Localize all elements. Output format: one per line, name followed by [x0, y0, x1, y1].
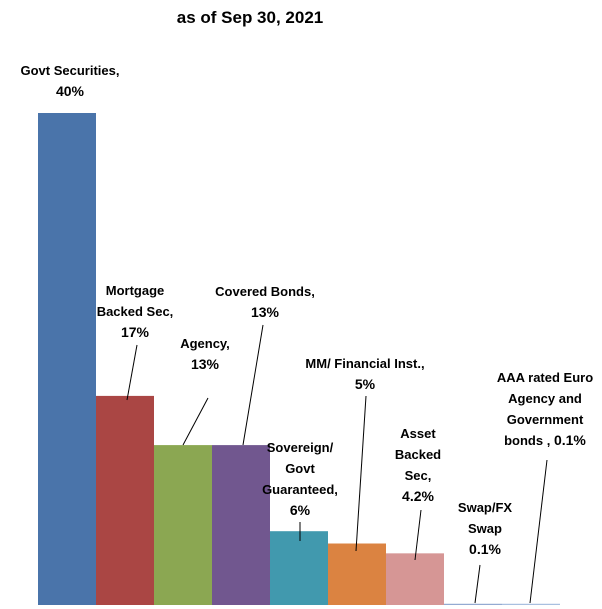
category-label: AAA rated Euro Agency and Government bon…	[496, 370, 594, 448]
value-label: 4.2%	[402, 488, 434, 504]
bar	[328, 543, 386, 605]
leader-line	[474, 564, 481, 604]
category-label: Asset Backed Sec,	[394, 426, 442, 483]
bar	[154, 445, 212, 605]
category-label: Sovereign/ Govt Guaranteed,	[262, 440, 338, 497]
bar	[502, 603, 560, 605]
bar	[270, 531, 328, 605]
data-label: Covered Bonds, 13%	[205, 281, 325, 323]
category-label: Swap/FX Swap	[457, 500, 513, 536]
leader-line	[182, 397, 209, 446]
value-label: 0.1%	[469, 541, 501, 557]
data-label: Mortgage Backed Sec, 17%	[85, 280, 185, 343]
leader-line	[414, 509, 422, 561]
leader-line	[355, 395, 367, 552]
category-label: Agency,	[180, 336, 230, 351]
value-label: 6%	[289, 502, 311, 518]
category-label: Govt Securities,	[20, 63, 120, 78]
bar	[96, 395, 154, 605]
category-label: Covered Bonds,	[215, 284, 315, 299]
data-label: Asset Backed Sec, 4.2%	[388, 423, 448, 507]
value-label: 0.1%	[553, 432, 586, 448]
leader-line	[242, 324, 264, 446]
data-label: Sovereign/ Govt Guaranteed, 6%	[255, 437, 345, 521]
data-label: MM/ Financial Inst., 5%	[305, 353, 425, 395]
category-label: Mortgage Backed Sec,	[96, 283, 174, 319]
category-label: MM/ Financial Inst.,	[305, 356, 425, 371]
chart-title: as of Sep 30, 2021	[176, 8, 324, 27]
data-label: Agency, 13%	[165, 333, 245, 375]
bar	[386, 553, 444, 605]
data-label: Govt Securities, 40%	[0, 60, 140, 102]
data-label: Swap/FX Swap 0.1%	[450, 497, 520, 560]
leader-line	[126, 344, 138, 401]
bar	[444, 603, 502, 605]
leader-line	[529, 459, 548, 604]
value-label: 5%	[354, 376, 376, 392]
value-label: 40%	[55, 83, 85, 99]
value-label: 13%	[190, 356, 220, 372]
value-label: 13%	[250, 304, 280, 320]
value-label: 17%	[120, 324, 150, 340]
bar	[212, 445, 270, 605]
bar	[38, 113, 96, 605]
data-label: AAA rated Euro Agency and Government bon…	[490, 367, 600, 451]
